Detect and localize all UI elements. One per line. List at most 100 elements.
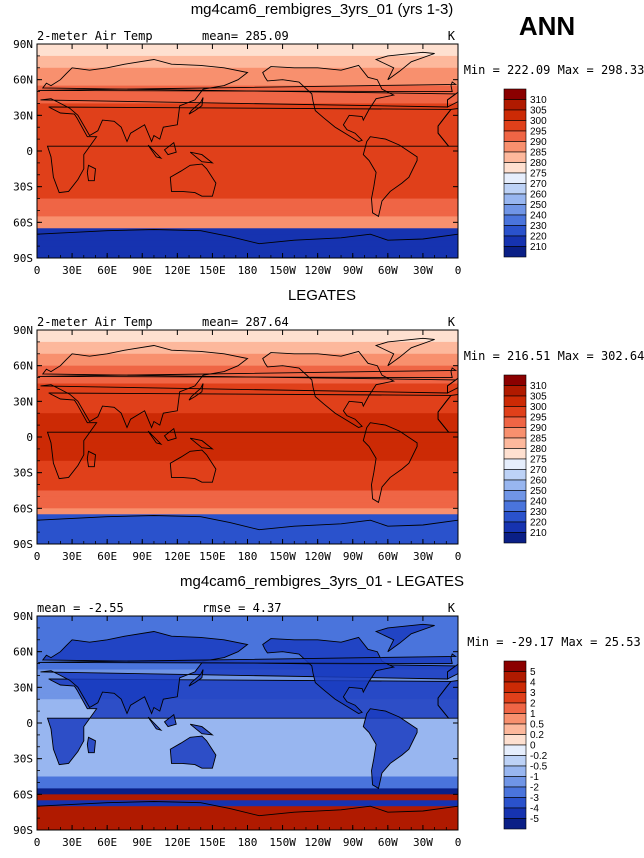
colorbar-label: 275	[530, 455, 547, 466]
zonal-band	[37, 389, 458, 396]
colorbar-label: 270	[530, 465, 547, 476]
stat-left: mean = -2.55	[37, 601, 124, 615]
zonal-band	[37, 645, 458, 653]
zonal-band	[37, 121, 458, 128]
y-tick-label: 60N	[13, 74, 33, 87]
x-tick-label: 90W	[343, 550, 363, 563]
zonal-band	[37, 246, 458, 253]
zonal-band	[37, 651, 458, 659]
x-tick-label: 0	[34, 836, 41, 849]
colorbar-box	[503, 671, 527, 683]
colorbar-label: 220	[530, 518, 547, 529]
colorbar-box	[503, 214, 527, 226]
colorbar-box	[503, 681, 527, 693]
colorbar-label: 1	[530, 709, 536, 720]
y-tick-label: 0	[26, 145, 33, 158]
zonal-band	[37, 758, 458, 766]
zonal-band	[37, 419, 458, 426]
colorbar-box	[503, 532, 527, 544]
coastline	[189, 723, 214, 736]
stat-mid: mean= 285.09	[202, 29, 289, 43]
coastline	[46, 106, 452, 194]
colorbar-box	[503, 765, 527, 777]
colorbar-label: 0.2	[530, 730, 544, 741]
x-tick-label: 120E	[164, 264, 191, 277]
x-tick-label: 60E	[97, 550, 117, 563]
colorbar-label: 270	[530, 179, 547, 190]
coastline	[40, 345, 458, 429]
zonal-band	[37, 675, 458, 682]
coastline	[169, 735, 217, 769]
zonal-band	[37, 79, 458, 87]
zonal-band	[37, 377, 458, 385]
colorbar-box	[503, 521, 527, 533]
zonal-band	[37, 186, 458, 194]
zonal-band	[37, 717, 458, 724]
y-tick-label: 30S	[13, 753, 33, 766]
y-tick-label: 30S	[13, 467, 33, 480]
zonal-band	[37, 502, 458, 509]
panel-title: mg4cam6_rembigres_3yrs_01 (yrs 1-3)	[191, 1, 454, 18]
y-tick-label: 30N	[13, 395, 33, 408]
colorbar-box	[503, 395, 527, 407]
zonal-band	[37, 454, 458, 462]
x-tick-label: 90E	[132, 264, 152, 277]
colorbar-label: 300	[530, 116, 547, 127]
zonal-band	[37, 752, 458, 760]
colorbar-box	[503, 713, 527, 725]
zonal-band	[37, 91, 458, 99]
coastline	[40, 631, 458, 715]
panel-title: mg4cam6_rembigres_3yrs_01 - LEGATES	[180, 573, 464, 590]
zonal-band	[37, 770, 458, 778]
colorbar-box	[503, 172, 527, 184]
panel-title: LEGATES	[288, 287, 356, 304]
colorbar-label: 220	[530, 232, 547, 243]
colorbar-label: 5	[530, 667, 536, 678]
zonal-band	[37, 812, 458, 819]
colorbar-box	[503, 416, 527, 428]
y-tick-label: 90N	[13, 324, 33, 337]
zonal-band	[37, 782, 458, 789]
coastline	[37, 801, 458, 830]
colorbar-label: 230	[530, 221, 547, 232]
y-tick-label: 90N	[13, 610, 33, 623]
coastline	[37, 229, 458, 258]
zonal-band	[37, 639, 458, 647]
coastline	[163, 427, 177, 442]
zonal-band	[37, 407, 458, 414]
zonal-band	[37, 85, 458, 93]
colorbar-label: 0.5	[530, 720, 544, 731]
coastline	[188, 97, 204, 115]
coastline	[86, 736, 96, 754]
colorbar-box	[503, 479, 527, 491]
colorbar-box	[503, 88, 527, 100]
x-tick-label: 90E	[132, 550, 152, 563]
min-max-label: Min = 216.51 Max = 302.64	[464, 349, 644, 363]
colorbar-label: 290	[530, 423, 547, 434]
colorbar-label: 3	[530, 688, 536, 699]
x-tick-label: 150E	[199, 550, 226, 563]
colorbar-label: 230	[530, 507, 547, 518]
coastline	[262, 350, 396, 428]
colorbar-box	[503, 500, 527, 512]
y-tick-label: 90S	[13, 252, 33, 265]
colorbar-box	[503, 437, 527, 449]
y-tick-label: 90S	[13, 824, 33, 837]
colorbar-label: 250	[530, 200, 547, 211]
zonal-band	[37, 431, 458, 438]
colorbar-label: -2	[530, 783, 539, 794]
colorbar-box	[503, 151, 527, 163]
colorbar-label: 300	[530, 402, 547, 413]
zonal-band	[37, 216, 458, 223]
zonal-band	[37, 353, 458, 361]
zonal-band	[37, 335, 458, 343]
zonal-band	[37, 466, 458, 474]
zonal-band	[37, 776, 458, 784]
x-tick-label: 30E	[62, 264, 82, 277]
zonal-band	[37, 151, 458, 158]
colorbar-box	[503, 776, 527, 788]
colorbar-box	[503, 692, 527, 704]
colorbar-label: 240	[530, 211, 547, 222]
zonal-band	[37, 437, 458, 444]
zonal-band	[37, 156, 458, 164]
